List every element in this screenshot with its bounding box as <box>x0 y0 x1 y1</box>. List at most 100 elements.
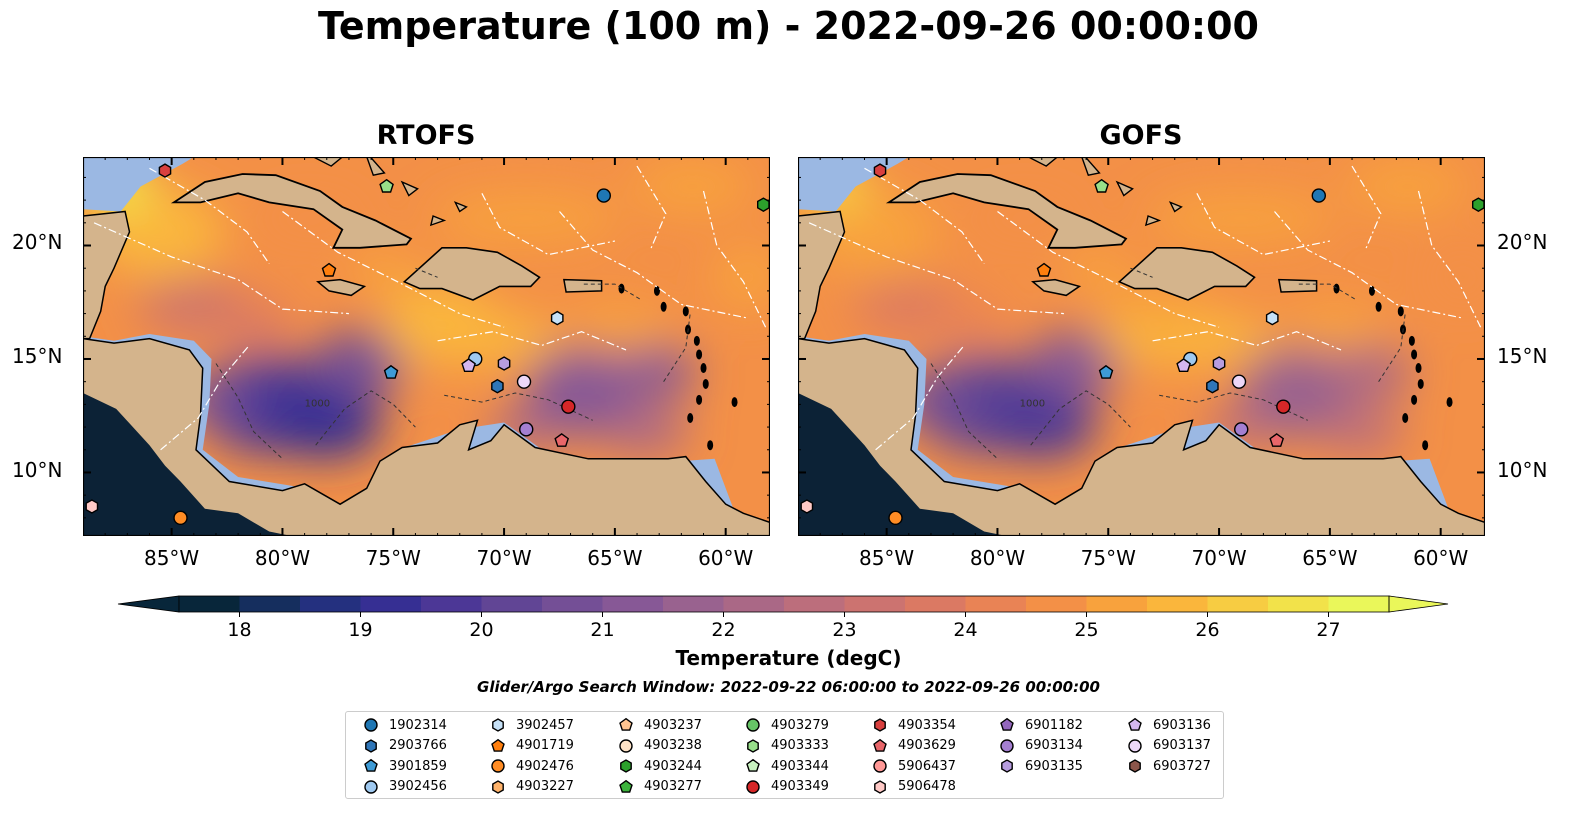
legend-label: 4903238 <box>644 738 702 753</box>
colorbar-tick-label: 20 <box>469 619 493 641</box>
isobath-contour <box>1030 390 1131 446</box>
bahamas-island <box>453 201 468 213</box>
lon-label: 80°W <box>969 546 1026 570</box>
circle-marker-icon <box>873 759 887 773</box>
isobath-contour <box>1130 267 1153 278</box>
lat-label-15n-right: 15°N <box>1497 344 1548 368</box>
isobath-contour <box>1298 283 1357 301</box>
lon-label: 65°W <box>1302 546 1358 570</box>
temperature-feature <box>935 300 1007 346</box>
pacific-ocean <box>83 393 292 536</box>
temperature-feature <box>220 300 292 346</box>
pentagon-marker-icon <box>873 738 887 752</box>
bahamas-island <box>429 215 447 227</box>
flow-line <box>437 331 627 351</box>
isobath-contour <box>930 363 998 460</box>
colorbar-frame <box>178 595 1390 613</box>
isobath-contour <box>583 283 642 301</box>
lon-label: 60°W <box>1413 546 1469 570</box>
legend-label: 6903137 <box>1153 738 1211 753</box>
legend-entry: 4903244 <box>616 757 702 775</box>
flow-line <box>1351 165 1382 251</box>
pentagon-marker <box>619 779 633 793</box>
legend-label: 4903279 <box>771 717 829 733</box>
colorbar-segment <box>542 596 604 612</box>
map-frame <box>798 157 1485 536</box>
lesser-antilles-island <box>731 397 738 408</box>
circle-marker-icon <box>364 718 378 732</box>
pentagon-marker <box>491 738 505 752</box>
colorbar-tick-label: 24 <box>953 619 977 641</box>
circle-marker <box>1000 738 1014 753</box>
jamaica <box>1031 278 1082 297</box>
legend-entry: 3902456 <box>361 778 447 796</box>
pentagon-marker <box>873 738 887 752</box>
bahamas-island <box>312 157 344 167</box>
float-marker <box>1176 358 1191 373</box>
hexagon-marker <box>620 759 632 773</box>
temperature-features <box>83 159 770 459</box>
temperature-feature <box>712 245 770 310</box>
legend-entry: 1902314 <box>361 716 447 734</box>
temperature-feature <box>630 159 755 214</box>
lesser-antilles-island <box>682 306 689 317</box>
pentagon-marker-icon <box>491 738 505 752</box>
colorbar-segment <box>1026 596 1088 612</box>
temperature-feature <box>346 247 414 289</box>
temperature-feature <box>1283 304 1386 350</box>
legend-entry: 5906478 <box>870 778 956 796</box>
flow-line <box>1196 193 1331 256</box>
legend-label: 4903237 <box>644 717 702 733</box>
pentagon-marker-icon <box>619 779 633 793</box>
colorbar-min-extend <box>117 595 180 613</box>
lesser-antilles-island <box>687 412 694 423</box>
circle-marker <box>364 779 378 794</box>
circle-marker-icon <box>619 738 633 753</box>
legend-entry: 4903238 <box>616 737 702 755</box>
isobath-contour <box>1378 313 1406 382</box>
float-marker <box>1098 364 1114 379</box>
gofs-map: 1000 <box>798 157 1485 536</box>
temperature-feature <box>1345 159 1470 214</box>
circle-marker <box>491 759 505 773</box>
float-marker <box>1311 188 1326 203</box>
isobath-contour <box>315 390 416 446</box>
lesser-antilles-island <box>693 335 700 346</box>
lon-label: 85°W <box>143 546 200 570</box>
pentagon-marker-icon <box>619 717 633 731</box>
lesser-antilles-island <box>1422 440 1429 451</box>
legend-label: 4903333 <box>771 738 829 753</box>
flow-line <box>702 190 767 328</box>
lon-label: 75°W <box>365 546 421 570</box>
lesser-antilles-island <box>1446 397 1453 408</box>
cuba <box>885 173 1128 249</box>
colorbar-segment <box>602 596 664 612</box>
lesser-antilles-island <box>1415 363 1422 374</box>
colorbar-segment <box>965 596 1027 612</box>
hexagon-marker <box>1129 759 1141 773</box>
float-legend: 1902314 2903766 3901859 3902456 3902457 49017… <box>345 711 1224 799</box>
float-marker <box>1231 374 1247 389</box>
bahamas-island <box>1168 201 1183 213</box>
temperature-feature <box>1028 329 1122 398</box>
temperature-feature <box>1316 408 1406 455</box>
circle-marker <box>1128 738 1142 753</box>
pentagon-marker <box>746 758 760 772</box>
legend-label: 4903354 <box>898 717 956 733</box>
circle-marker <box>619 738 633 753</box>
colorbar-segment <box>179 596 241 612</box>
isobath-contour <box>415 267 438 278</box>
colorbar-tick-label: 23 <box>832 619 856 641</box>
temperature-feature <box>1336 345 1412 400</box>
temperature-feature <box>568 304 671 350</box>
isobath-contour <box>215 363 283 460</box>
mainland <box>83 337 770 536</box>
float-marker <box>800 499 814 514</box>
flow-line <box>481 193 616 256</box>
isobath-contour <box>663 313 691 382</box>
flow-line <box>1417 190 1482 328</box>
legend-entry: 4903277 <box>616 778 702 796</box>
legend-label: 4903349 <box>771 779 829 794</box>
legend-label: 3902456 <box>389 779 447 794</box>
colorbar-segment <box>663 596 725 612</box>
